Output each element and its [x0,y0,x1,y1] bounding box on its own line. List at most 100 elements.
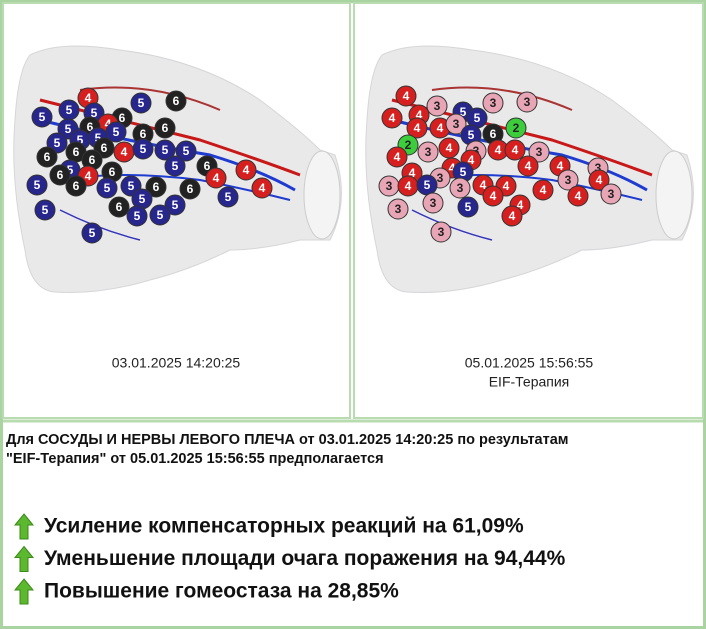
marker-label: 4 [394,150,401,164]
marker [505,117,527,139]
marker-label: 4 [449,161,456,175]
marker-label: 5 [138,96,145,110]
marker [179,178,201,200]
marker-label: 5 [42,203,49,217]
marker-label: 3 [457,181,464,195]
marker [588,169,610,191]
marker-label: 6 [490,127,497,141]
summary-line: "EIF-Терапия" от 05.01.2025 15:56:55 пре… [6,451,384,467]
marker [26,174,48,196]
marker-label: 4 [105,117,112,131]
result-item: Повышение гомеостаза на 28,85% [44,580,399,603]
marker [251,177,273,199]
marker-label: 5 [172,198,179,212]
marker-label: 5 [65,122,72,136]
marker-label: 3 [490,96,497,110]
marker [517,155,539,177]
marker [149,204,171,226]
marker-label: 4 [403,89,410,103]
marker [557,169,579,191]
marker-label: 3 [434,99,441,113]
result-item: Усиление компенсаторных реакций на 61,09… [44,515,524,538]
marker-label: 6 [119,111,126,125]
marker [417,141,439,163]
marker-label: 5 [460,165,467,179]
marker-label: 4 [414,121,421,135]
marker [108,196,130,218]
marker [31,106,53,128]
marker-label: 5 [34,178,41,192]
marker-label: 5 [128,179,135,193]
marker [34,199,56,221]
marker [457,196,479,218]
marker-label: 3 [595,161,602,175]
marker-label: 4 [259,181,266,195]
marker-label: 4 [557,159,564,173]
marker-label: 5 [140,142,147,156]
marker-label: 3 [438,225,445,239]
marker-label: 3 [565,173,572,187]
marker [130,92,152,114]
marker [528,141,550,163]
marker-label: 6 [73,145,80,159]
marker [145,176,167,198]
marker [65,175,87,197]
marker-label: 3 [524,95,531,109]
marker [406,117,428,139]
marker [482,92,504,114]
marker-label: 5 [139,192,146,206]
summary-line: Для СОСУДЫ И НЕРВЫ ЛЕВОГО ПЛЕЧА от 03.01… [6,432,569,448]
marker-label: 4 [416,108,423,122]
marker-label: 5 [460,105,467,119]
marker-label: 3 [453,117,460,131]
marker-label: 3 [437,171,444,185]
marker [426,95,448,117]
marker-label: 6 [116,200,123,214]
marker-label: 4 [517,198,524,212]
marker [422,192,444,214]
marker [387,198,409,220]
marker-label: 5 [89,226,96,240]
marker [154,139,176,161]
marker-label: 4 [509,209,516,223]
marker-label: 5 [474,111,481,125]
marker-label: 4 [437,121,444,135]
marker-label: 6 [109,165,116,179]
marker [386,146,408,168]
marker-label: 5 [91,106,98,120]
marker-label: 4 [540,183,547,197]
marker-label: 5 [134,209,141,223]
marker-label: 5 [465,200,472,214]
marker [154,117,176,139]
marker-label: 5 [67,163,74,177]
marker-label: 4 [575,189,582,203]
marker-label: 2 [513,121,520,135]
marker-label: 6 [173,94,180,108]
marker-label: 6 [89,153,96,167]
marker-label: 5 [183,144,190,158]
marker-label: 3 [425,145,432,159]
marker-label: 4 [85,91,92,105]
marker-label: 3 [386,179,393,193]
marker-label: 3 [536,145,543,159]
marker-label: 5 [172,159,179,173]
marker [445,113,467,135]
marker-label: 5 [77,133,84,147]
marker [449,177,471,199]
marker-label: 6 [162,121,169,135]
marker-label: 4 [468,153,475,167]
marker-label: 6 [57,168,64,182]
marker [205,167,227,189]
marker-label: 4 [480,178,487,192]
marker [164,155,186,177]
marker [49,164,71,186]
marker [381,107,403,129]
marker-label: 4 [243,163,250,177]
marker-label: 4 [409,166,416,180]
marker-label: 2 [405,138,412,152]
marker-label: 6 [44,150,51,164]
marker [600,183,622,205]
marker-label: 5 [468,128,475,142]
